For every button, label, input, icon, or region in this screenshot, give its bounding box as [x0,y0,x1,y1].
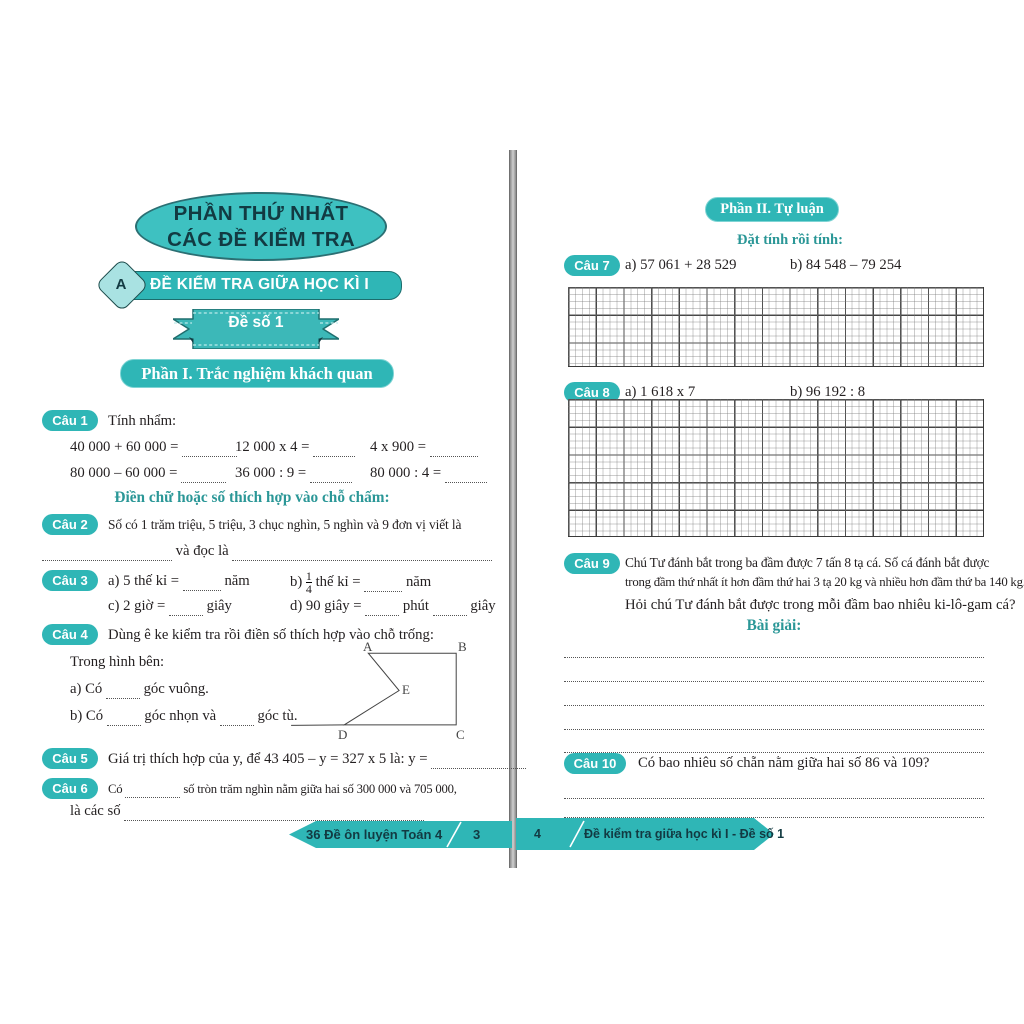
svg-text:B: B [458,640,467,654]
svg-text:A: A [363,640,373,654]
svg-text:D: D [338,727,347,740]
svg-text:C: C [456,727,465,740]
svg-text:E: E [402,682,410,697]
